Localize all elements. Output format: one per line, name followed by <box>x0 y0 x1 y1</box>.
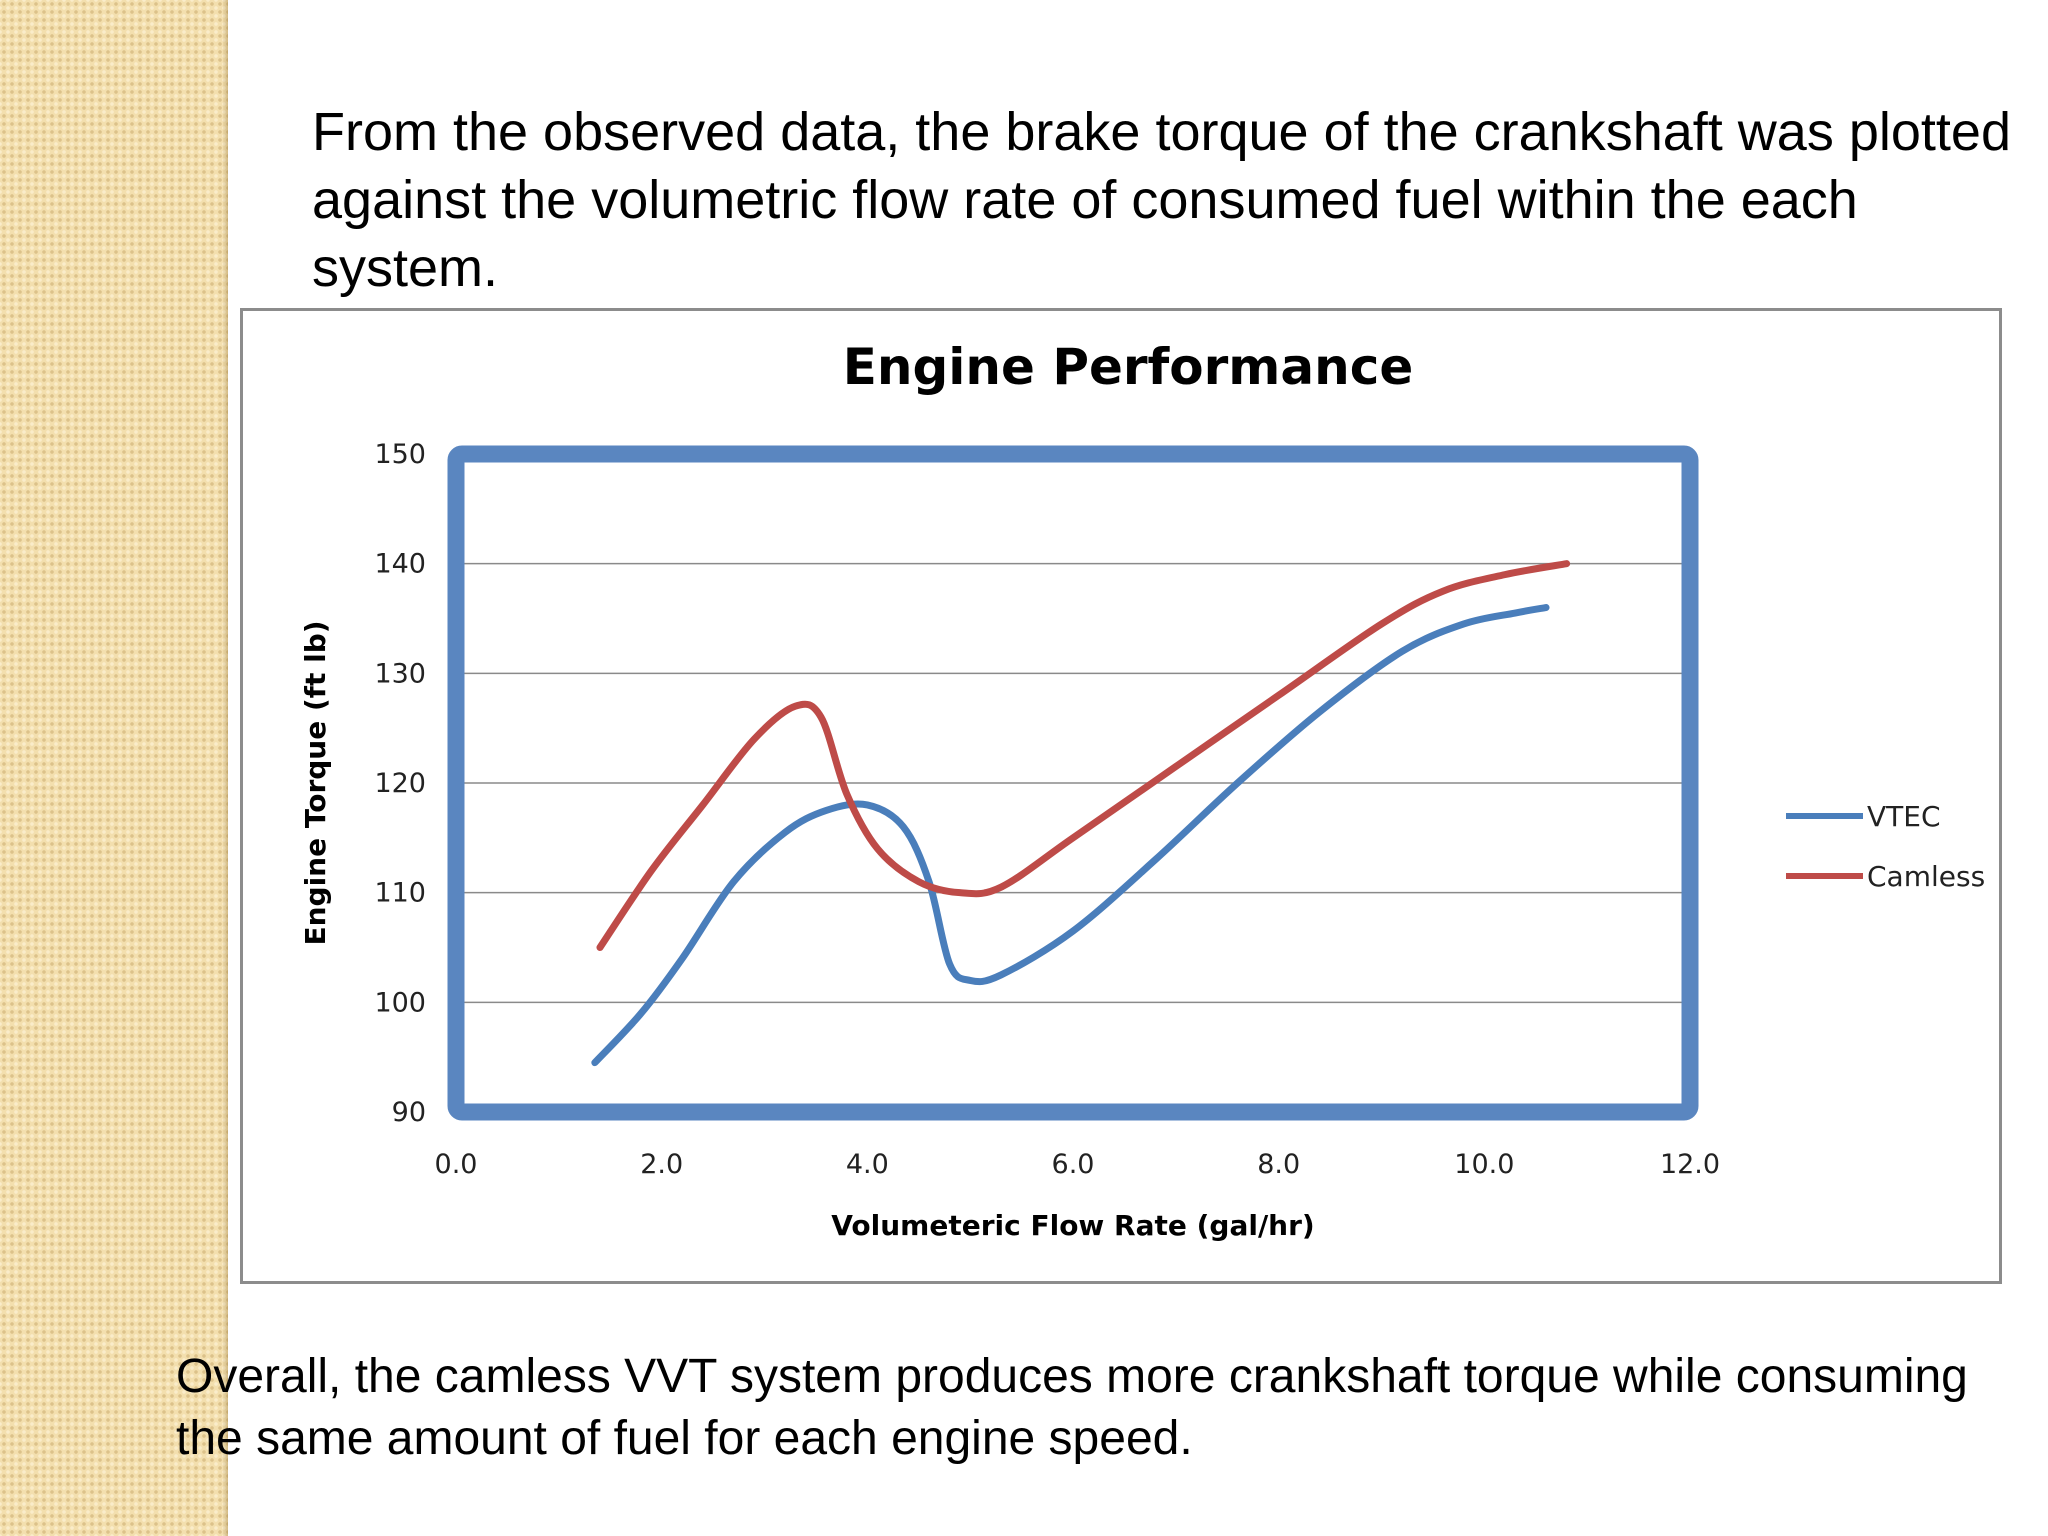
x-tick-label-2: 2.0 <box>640 1149 683 1180</box>
chart-frame: Engine Performance 90 100 110 120 130 140 150 … <box>240 308 2002 1284</box>
y-tick-label-150: 150 <box>374 439 426 470</box>
plot-area-border <box>447 445 1699 1121</box>
y-tick-label-110: 110 <box>374 878 426 909</box>
chart-title: Engine Performance <box>843 338 1414 396</box>
x-axis-ticks: 0.0 2.0 4.0 6.0 8.0 10.0 12.0 <box>435 1149 1721 1180</box>
y-tick-label-140: 140 <box>374 549 426 580</box>
x-tick-label-0: 0.0 <box>435 1149 478 1180</box>
y-tick-label-100: 100 <box>374 987 426 1018</box>
series-line-vtec <box>591 604 1550 1067</box>
x-tick-label-4: 4.0 <box>846 1149 889 1180</box>
x-axis-label: Volumeteric Flow Rate (gal/hr) <box>831 1209 1314 1242</box>
x-tick-label-12: 12.0 <box>1660 1149 1720 1180</box>
y-axis-label: Engine Torque (ft lb) <box>299 620 332 945</box>
conclusion-paragraph: Overall, the camless VVT system produces… <box>176 1350 1968 1465</box>
engine-performance-chart: Engine Performance 90100110120130140150 … <box>299 338 1985 1242</box>
y-tick-label-130: 130 <box>374 658 426 689</box>
legend: VTEC Camless <box>1786 800 1985 893</box>
x-tick-label-6: 6.0 <box>1052 1149 1095 1180</box>
legend-label-camless: Camless <box>1867 860 1985 893</box>
grid-lines <box>456 562 1690 1004</box>
y-tick-label-90: 90 <box>392 1097 426 1128</box>
series-line-camless <box>596 560 1571 951</box>
legend-label-vtec: VTEC <box>1867 800 1941 833</box>
x-tick-label-8: 8.0 <box>1257 1149 1300 1180</box>
decorative-side-strip <box>0 0 228 1536</box>
y-tick-label-120: 120 <box>374 768 426 799</box>
y-axis-ticks: 90 100 110 120 130 140 150 <box>374 439 426 1128</box>
series-lines <box>591 560 1571 1067</box>
intro-paragraph: From the observed data, the brake torque… <box>312 102 2011 298</box>
x-tick-label-10: 10.0 <box>1454 1149 1514 1180</box>
